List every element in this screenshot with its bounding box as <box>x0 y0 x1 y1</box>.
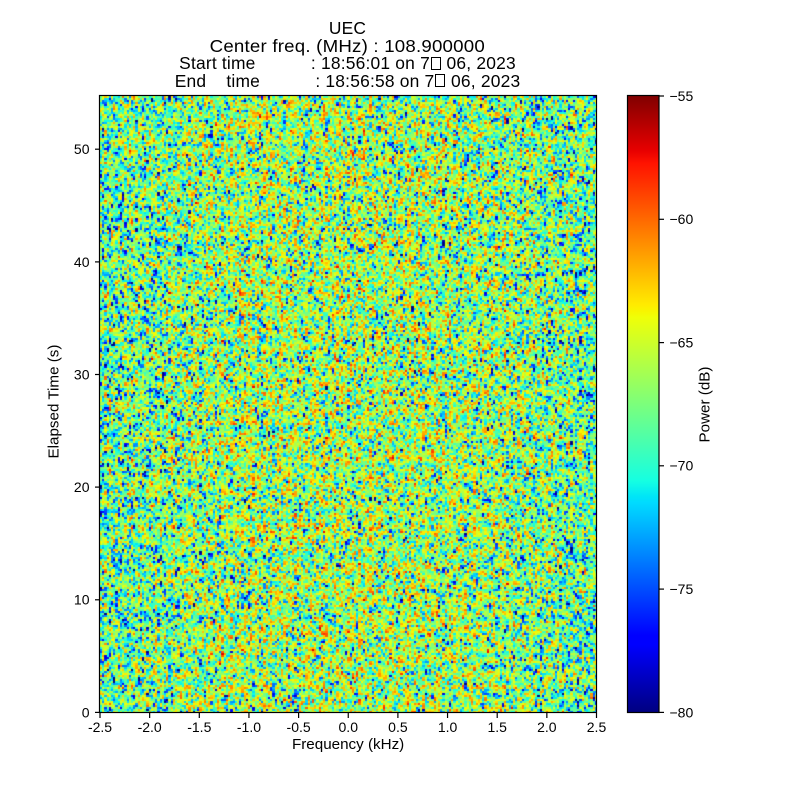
svg-text:30: 30 <box>74 366 90 382</box>
svg-text:-2.0: -2.0 <box>138 719 162 735</box>
svg-text:50: 50 <box>74 141 90 157</box>
svg-text:-1.5: -1.5 <box>187 719 211 735</box>
svg-text:10: 10 <box>74 592 90 608</box>
svg-text:1.5: 1.5 <box>487 719 507 735</box>
svg-text:Elapsed Time (s): Elapsed Time (s) <box>46 345 63 459</box>
svg-text:-2.5: -2.5 <box>88 719 112 735</box>
svg-text:2.5: 2.5 <box>587 719 607 735</box>
svg-text:Power (dB): Power (dB) <box>697 367 714 443</box>
svg-text:2.0: 2.0 <box>537 719 557 735</box>
svg-text:−55: −55 <box>670 88 694 104</box>
svg-text:−60: −60 <box>670 211 694 227</box>
svg-text:1.0: 1.0 <box>438 719 458 735</box>
svg-text:20: 20 <box>74 479 90 495</box>
svg-text:0: 0 <box>82 704 90 720</box>
svg-text:0.0: 0.0 <box>339 719 359 735</box>
svg-text:−65: −65 <box>670 335 694 351</box>
svg-text:−80: −80 <box>670 704 694 720</box>
svg-text:-0.5: -0.5 <box>287 719 311 735</box>
svg-text:−70: −70 <box>670 458 694 474</box>
svg-text:Frequency (kHz): Frequency (kHz) <box>292 736 404 753</box>
svg-text:0.5: 0.5 <box>388 719 408 735</box>
svg-text:40: 40 <box>74 254 90 270</box>
svg-text:-1.0: -1.0 <box>237 719 261 735</box>
svg-text:−75: −75 <box>670 581 694 597</box>
